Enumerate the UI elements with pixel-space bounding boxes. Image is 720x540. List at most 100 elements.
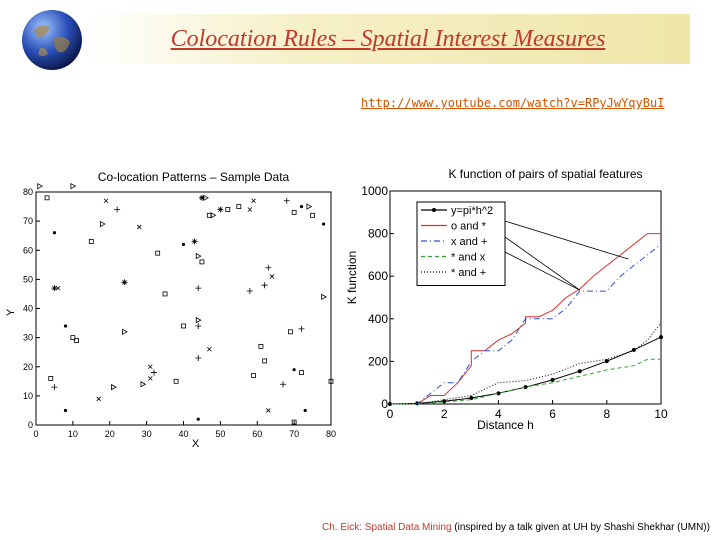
data-point (261, 282, 268, 289)
data-point (111, 383, 117, 391)
data-point (195, 355, 202, 362)
legend-label: o and * (451, 221, 487, 233)
data-point (298, 325, 305, 332)
data-point (114, 206, 121, 213)
series-marker (550, 377, 555, 382)
data-point (63, 324, 68, 328)
kfunc-xlabel: Distance h (477, 418, 534, 432)
data-point (195, 322, 202, 329)
x-tick-label: 70 (289, 429, 299, 439)
data-point (280, 381, 287, 388)
legend-marker (432, 208, 436, 212)
data-point (303, 408, 307, 413)
data-point (196, 417, 200, 421)
data-point (299, 204, 304, 209)
globe-icon (22, 10, 82, 70)
y-tick-label: 0 (28, 420, 33, 430)
x-tick-label: 50 (215, 429, 225, 439)
scatter-ylabel: Y (5, 308, 17, 316)
data-point (246, 288, 253, 295)
data-point (251, 373, 256, 378)
y-tick-label: 600 (368, 269, 388, 283)
data-point (173, 378, 179, 384)
x-tick-label: 4 (495, 407, 502, 421)
data-point (236, 204, 242, 209)
data-point (291, 419, 297, 425)
scatter-title: Co-location Patterns – Sample Data (98, 170, 290, 184)
y-tick-label: 40 (23, 304, 33, 314)
data-point (258, 343, 264, 349)
y-tick-label: 60 (23, 245, 33, 255)
data-point (103, 198, 109, 204)
data-point (121, 279, 128, 286)
data-point (283, 197, 290, 204)
data-point (122, 328, 128, 335)
data-point (291, 209, 297, 215)
legend-label: * and x (451, 252, 486, 264)
series-marker (577, 369, 582, 374)
data-point (288, 329, 293, 335)
k-function-chart: K function of pairs of spatial features D… (345, 167, 668, 432)
x-tick-label: 30 (142, 429, 152, 439)
data-point (162, 291, 168, 297)
data-point (136, 224, 142, 230)
data-point (195, 252, 202, 260)
data-point (155, 250, 161, 256)
data-point (292, 368, 296, 372)
y-tick-label: 30 (23, 333, 33, 343)
kfunc-title: K function of pairs of spatial features (448, 167, 642, 181)
footer-rest: (inspired by a talk given at UH by Shash… (451, 522, 710, 533)
x-tick-label: 40 (178, 429, 188, 439)
data-point (148, 364, 153, 370)
data-point (328, 378, 334, 384)
video-link[interactable]: http://www.youtube.com/watch?v=RPyJwYqyB… (361, 96, 665, 110)
data-point (51, 285, 58, 292)
data-point (195, 316, 202, 324)
series-line (390, 243, 662, 405)
colocation-scatter-chart: Co-location Patterns – Sample Data X Y 0 10 2… (5, 170, 336, 450)
data-point (51, 384, 58, 391)
annotation-arrow (504, 220, 629, 260)
data-point (48, 375, 54, 381)
data-point (225, 207, 231, 212)
data-point (44, 195, 50, 201)
slide-title[interactable]: Colocation Rules – Spatial Interest Meas… (170, 26, 606, 52)
series-line (390, 322, 662, 405)
legend-label: * and + (451, 267, 486, 279)
data-point (266, 408, 271, 413)
data-point (74, 338, 79, 343)
data-point (310, 212, 315, 218)
y-tick-label: 70 (23, 216, 33, 226)
data-point (191, 238, 198, 245)
data-point (181, 323, 186, 329)
data-point (148, 376, 153, 381)
x-tick-label: 2 (441, 407, 448, 421)
legend-box (416, 201, 506, 286)
data-point (251, 198, 256, 204)
y-tick-label: 0 (381, 397, 388, 411)
data-point (96, 396, 101, 402)
data-point (70, 182, 77, 190)
data-point (37, 182, 44, 190)
series-line (390, 358, 661, 405)
data-point (140, 381, 147, 388)
series-marker (659, 335, 663, 340)
footer-highlight: Ch. Eick: Spatial Data Mining (322, 522, 452, 533)
x-tick-label: 8 (603, 407, 610, 421)
data-point (181, 242, 186, 247)
legend-label: x and + (451, 236, 487, 248)
data-point (151, 369, 157, 376)
data-point (99, 220, 106, 228)
plot-frame (35, 191, 332, 426)
series-marker (496, 391, 501, 396)
kfunc-ylabel: K function (345, 251, 359, 304)
data-point (265, 264, 272, 271)
data-point (262, 358, 268, 364)
data-point (322, 222, 326, 226)
legend-label: y=pi*h^2 (451, 205, 493, 217)
data-point (88, 239, 94, 244)
data-point (321, 293, 327, 301)
x-tick-label: 0 (387, 407, 394, 421)
y-tick-label: 10 (23, 391, 33, 401)
data-point (198, 194, 205, 201)
